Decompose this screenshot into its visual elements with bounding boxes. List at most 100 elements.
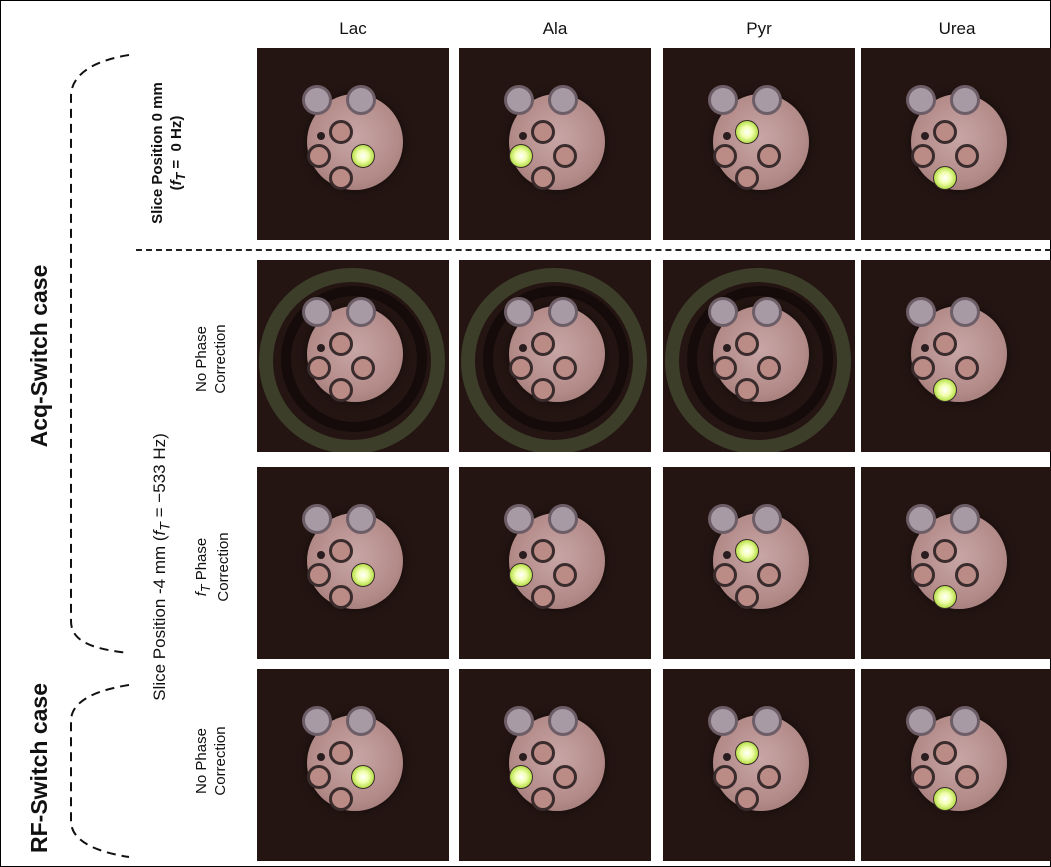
- vial-right: [955, 563, 979, 587]
- vial-left: [307, 765, 331, 789]
- small-vial-dot: [519, 344, 527, 352]
- small-vial-dot: [723, 551, 731, 559]
- signal-hotspot: [352, 766, 374, 788]
- no-phase-line2: Correction: [211, 324, 229, 394]
- small-vial-dot: [723, 132, 731, 140]
- signal-hotspot: [934, 379, 956, 401]
- signal-hotspot: [934, 167, 956, 189]
- vial-left: [911, 563, 935, 587]
- vial-right: [553, 356, 577, 380]
- signal-hotspot: [736, 742, 758, 764]
- rf-no-phase-line2: Correction: [211, 726, 229, 796]
- vial-topRight: [950, 504, 980, 534]
- column-label-lac: Lac: [339, 19, 367, 38]
- row-label-no-phase-rf: No Phase Correction: [193, 681, 233, 841]
- vial-left: [713, 765, 737, 789]
- slice-0mm-line1: Slice Position 0 mm: [149, 82, 166, 224]
- image-panel-slice-0mm-lac: [257, 48, 449, 240]
- vial-bottom: [531, 378, 555, 402]
- vial-right: [955, 144, 979, 168]
- vial-topLeft: [302, 504, 332, 534]
- image-panel-acq-no-phase-pyr: [663, 260, 855, 452]
- signal-hotspot: [736, 540, 758, 562]
- vial-topLeft: [504, 706, 534, 736]
- vial-right: [757, 144, 781, 168]
- small-vial-dot: [921, 753, 929, 761]
- small-vial-dot: [519, 551, 527, 559]
- small-vial-dot: [317, 344, 325, 352]
- image-panel-rf-no-phase-lac: [257, 669, 449, 861]
- acq-switch-brace: [70, 54, 130, 654]
- vial-topRight: [346, 85, 376, 115]
- small-vial-dot: [317, 753, 325, 761]
- column-label-urea: Urea: [938, 19, 976, 38]
- vial-bottom: [531, 787, 555, 811]
- image-panel-rf-no-phase-pyr: [663, 669, 855, 861]
- image-panel-acq-no-phase-urea: [861, 260, 1051, 452]
- vial-topLeft: [906, 504, 936, 534]
- rf-no-phase-line1: No Phase: [193, 728, 210, 794]
- no-phase-line1: No Phase: [193, 326, 210, 392]
- small-vial-dot: [519, 132, 527, 140]
- signal-hotspot: [352, 145, 374, 167]
- vial-topLeft: [504, 297, 534, 327]
- vial-center: [933, 741, 957, 765]
- vial-right: [553, 563, 577, 587]
- image-panel-slice-0mm-pyr: [663, 48, 855, 240]
- vial-center: [329, 539, 353, 563]
- vial-bottom: [735, 585, 759, 609]
- vial-left: [713, 144, 737, 168]
- vial-topLeft: [708, 297, 738, 327]
- image-panel-rf-no-phase-urea: [861, 669, 1051, 861]
- vial-bottom: [329, 378, 353, 402]
- vial-left: [307, 144, 331, 168]
- vial-topLeft: [906, 297, 936, 327]
- vial-bottom: [329, 585, 353, 609]
- row-label-slice-0mm: Slice Position 0 mm (fT = 0 Hz): [149, 43, 193, 263]
- artifact-ring-dark: [483, 286, 629, 432]
- image-panel-rf-no-phase-ala: [459, 669, 651, 861]
- signal-hotspot: [934, 586, 956, 608]
- vial-left: [713, 356, 737, 380]
- vial-center: [531, 120, 555, 144]
- vial-center: [329, 741, 353, 765]
- row-label-ft-phase: fT Phase Correction: [193, 487, 233, 647]
- vial-right: [351, 356, 375, 380]
- vial-topRight: [548, 85, 578, 115]
- vial-topRight: [950, 297, 980, 327]
- image-panel-acq-ft-phase-lac: [257, 467, 449, 659]
- column-label-ala: Ala: [542, 19, 568, 38]
- vial-topRight: [346, 504, 376, 534]
- ft-phase-line2: Correction: [214, 532, 232, 602]
- image-panel-acq-no-phase-lac: [257, 260, 449, 452]
- image-panel-slice-0mm-ala: [459, 48, 651, 240]
- vial-topRight: [752, 85, 782, 115]
- vial-topRight: [548, 297, 578, 327]
- image-panel-acq-ft-phase-ala: [459, 467, 651, 659]
- vial-topLeft: [302, 706, 332, 736]
- signal-hotspot: [510, 766, 532, 788]
- artifact-ring-dark: [687, 286, 833, 432]
- vial-topLeft: [708, 504, 738, 534]
- vial-right: [757, 356, 781, 380]
- vial-left: [307, 563, 331, 587]
- signal-hotspot: [510, 145, 532, 167]
- vial-center: [735, 332, 759, 356]
- vial-topLeft: [504, 504, 534, 534]
- vial-center: [531, 741, 555, 765]
- image-panel-acq-ft-phase-urea: [861, 467, 1051, 659]
- vial-right: [955, 356, 979, 380]
- vial-topRight: [346, 297, 376, 327]
- vial-topLeft: [504, 85, 534, 115]
- vial-right: [757, 765, 781, 789]
- vial-bottom: [329, 166, 353, 190]
- ft-phase-line1: fT Phase: [193, 537, 213, 597]
- small-vial-dot: [723, 753, 731, 761]
- small-vial-dot: [723, 344, 731, 352]
- small-vial-dot: [921, 344, 929, 352]
- vial-right: [553, 765, 577, 789]
- vial-topRight: [950, 85, 980, 115]
- signal-hotspot: [510, 564, 532, 586]
- vial-topRight: [346, 706, 376, 736]
